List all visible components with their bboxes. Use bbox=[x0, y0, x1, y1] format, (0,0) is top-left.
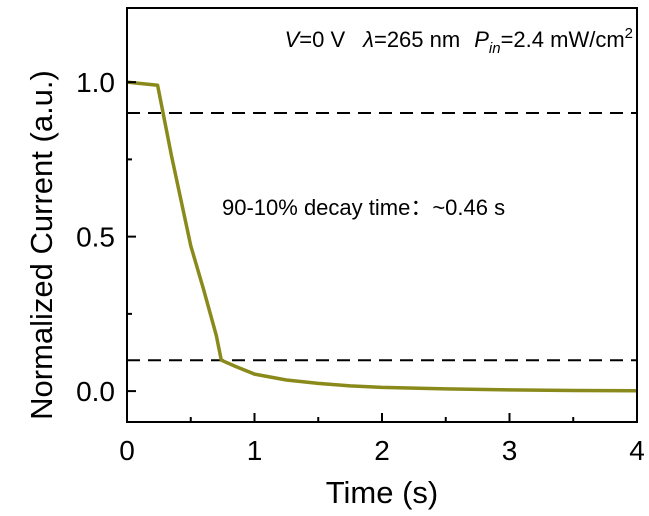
power-symbol: P bbox=[474, 27, 489, 52]
voltage-symbol: V bbox=[285, 27, 302, 52]
wavelength-value: =265 nm bbox=[374, 27, 460, 52]
decay-time-annotation: 90-10% decay time：~0.46 s bbox=[222, 195, 505, 220]
wavelength-symbol: λ bbox=[362, 27, 374, 52]
x-tick-label: 3 bbox=[502, 435, 518, 466]
series-line-0 bbox=[126, 80, 638, 393]
axes: 0 1 2 3 4 0.0 0.5 1.0 bbox=[76, 7, 645, 466]
power-superscript: 2 bbox=[625, 25, 633, 42]
y-tick-label: 1.0 bbox=[76, 67, 115, 98]
x-tick-label: 4 bbox=[629, 435, 645, 466]
power-subscript: in bbox=[489, 40, 501, 57]
y-tick-label: 0.5 bbox=[76, 222, 115, 253]
voltage-value: =0 V bbox=[299, 27, 345, 52]
power-value: =2.4 mW/cm bbox=[501, 27, 625, 52]
x-tick-label: 1 bbox=[247, 435, 263, 466]
x-tick-label: 2 bbox=[374, 435, 390, 466]
x-axis-title: Time (s) bbox=[326, 475, 439, 510]
y-axis-title: Normalized Current (a.u.) bbox=[24, 70, 59, 420]
x-tick-label: 0 bbox=[119, 435, 135, 466]
y-tick-label: 0.0 bbox=[76, 376, 115, 407]
plot-area bbox=[126, 80, 638, 393]
conditions-annotation: V=0 V λ=265 nm Pin=2.4 mW/cm2 bbox=[285, 25, 633, 57]
